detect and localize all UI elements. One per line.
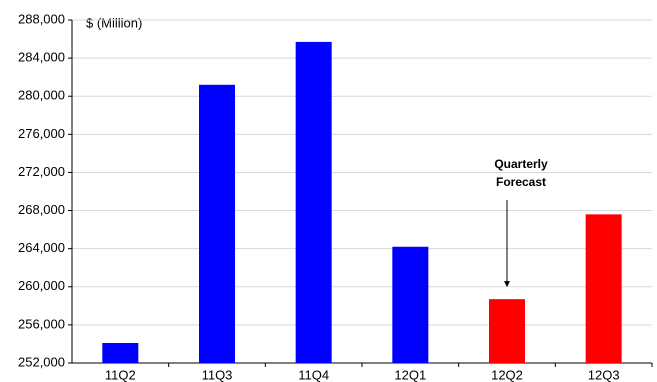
annotation-arrowhead bbox=[504, 281, 510, 288]
y-tick-label: 272,000 bbox=[18, 164, 65, 179]
x-tick-label: 11Q4 bbox=[298, 367, 329, 382]
y-tick-label: 256,000 bbox=[18, 316, 65, 331]
y-tick-label: 264,000 bbox=[18, 240, 65, 255]
y-tick-label: 288,000 bbox=[18, 11, 65, 26]
bar bbox=[199, 84, 235, 364]
y-tick-label: 260,000 bbox=[18, 278, 65, 293]
y-tick-label: 276,000 bbox=[18, 126, 65, 141]
x-tick-label: 12Q3 bbox=[588, 367, 620, 382]
y-tick-label: 252,000 bbox=[18, 354, 65, 369]
bar bbox=[295, 41, 332, 364]
x-tick-label: 11Q2 bbox=[105, 367, 136, 382]
x-tick-label: 11Q3 bbox=[202, 367, 233, 382]
bar bbox=[102, 342, 139, 363]
bar bbox=[585, 214, 622, 363]
y-tick-label: 280,000 bbox=[18, 88, 65, 103]
y-tick-label: 284,000 bbox=[18, 50, 65, 65]
x-tick-label: 12Q1 bbox=[394, 367, 426, 382]
bar bbox=[392, 246, 429, 363]
unit-label: $ (Million) bbox=[86, 15, 142, 30]
x-tick-label: 12Q2 bbox=[491, 367, 523, 382]
bar bbox=[489, 299, 525, 363]
annotation: Quarterly bbox=[494, 157, 548, 171]
y-tick-label: 268,000 bbox=[18, 202, 65, 217]
annotation: Forecast bbox=[496, 175, 546, 189]
